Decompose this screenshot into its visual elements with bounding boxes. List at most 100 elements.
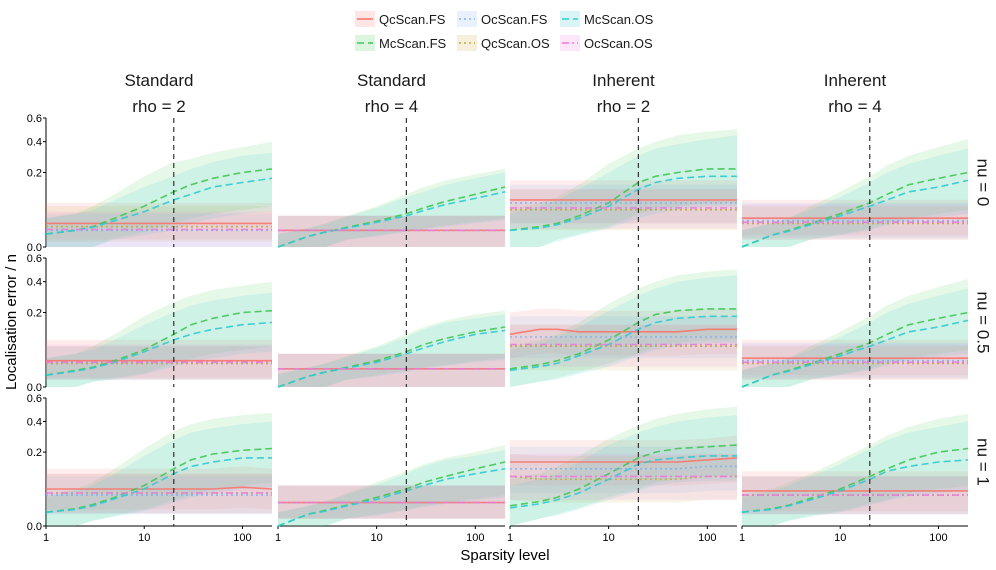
column-strip-bottom: rho = 4: [828, 97, 881, 116]
series-line: [509, 175, 737, 232]
confidence-band: [46, 421, 272, 526]
series-line: [741, 179, 969, 248]
series-line: [46, 486, 273, 490]
series-line: [45, 321, 273, 376]
confidence-band: [510, 189, 737, 229]
confidence-band: [46, 344, 272, 380]
y-tick-label: 0.0: [27, 242, 42, 254]
confidence-band: [742, 476, 968, 515]
y-tick-label: 0.2: [27, 168, 42, 180]
row-strip: nu = 0.5: [974, 292, 993, 354]
confidence-band: [278, 353, 505, 387]
series-line: [509, 455, 737, 509]
series-line: [509, 444, 738, 507]
y-tick-label: 0.4: [27, 416, 42, 428]
confidence-band: [278, 353, 505, 387]
series-line: [509, 328, 737, 336]
series-line: [45, 447, 273, 513]
confidence-band: [278, 353, 505, 387]
panel: 0.0 0.2 0.4 0.6 1 10 100: [27, 393, 273, 544]
x-tick-label: 10: [834, 532, 846, 544]
confidence-band: [278, 215, 505, 247]
column-strip-top: Inherent: [592, 71, 655, 90]
x-tick-label: 10: [138, 532, 150, 544]
confidence-band: [278, 450, 505, 526]
series-line: [277, 461, 506, 527]
series-line: [741, 171, 969, 248]
x-tick-label: 100: [929, 532, 947, 544]
legend-key-band: [355, 35, 375, 51]
panel: 1 10 100: [275, 398, 506, 544]
x-axis-label: Sparsity level: [460, 547, 549, 564]
row-strip: nu = 0: [974, 159, 993, 207]
confidence-band: [278, 445, 505, 526]
confidence-band: [46, 339, 272, 378]
column-strip-top: Standard: [357, 71, 426, 90]
confidence-band: [742, 204, 968, 240]
x-tick-label: 100: [466, 532, 484, 544]
legend-label: QcScan.OS: [481, 36, 550, 51]
panels-grid: Standard rho = 2 Standard rho = 4 Inherent rh…: [27, 71, 993, 544]
y-axis-label: Localisation error / n: [3, 254, 20, 390]
series-line: [509, 308, 737, 370]
y-tick-label: 0.0: [27, 521, 42, 533]
x-tick-label: 1: [507, 532, 513, 544]
confidence-band: [742, 421, 968, 526]
x-tick-label: 1: [43, 532, 49, 544]
x-tick-label: 100: [233, 532, 251, 544]
confidence-band: [46, 213, 272, 247]
y-tick-label: 0.4: [27, 277, 42, 289]
panel: [277, 118, 506, 248]
panel: 1 10 100: [507, 398, 738, 544]
confidence-band: [510, 129, 737, 247]
series-line: [741, 459, 969, 513]
confidence-band: [510, 415, 737, 526]
y-tick-label: 0.4: [27, 137, 42, 149]
confidence-band: [278, 168, 505, 247]
confidence-band: [46, 466, 272, 510]
series-line: [277, 468, 506, 527]
x-tick-label: 10: [371, 532, 383, 544]
panel: 0.0 0.2 0.4 0.6: [27, 253, 273, 394]
confidence-band: [278, 353, 505, 387]
column-strip-top: Inherent: [824, 71, 887, 90]
confidence-band: [46, 346, 272, 380]
column-strip-bottom: rho = 4: [365, 97, 418, 116]
panel: 0.0 0.2 0.4 0.6: [27, 113, 273, 254]
series-line: [45, 177, 273, 235]
column-strip-bottom: rho = 2: [132, 97, 185, 116]
confidence-band: [510, 184, 737, 224]
column-strip-bottom: rho = 2: [597, 97, 650, 116]
confidence-band: [510, 135, 737, 247]
confidence-band: [46, 412, 272, 526]
y-tick-label: 0.6: [27, 113, 42, 125]
legend-label: McScan.OS: [584, 12, 654, 27]
series-line: [509, 168, 737, 232]
y-tick-label: 0.0: [27, 382, 42, 394]
x-tick-label: 100: [698, 532, 716, 544]
series-line: [277, 329, 506, 388]
confidence-band: [742, 206, 968, 240]
series-line: [45, 457, 272, 513]
confidence-band: [510, 324, 737, 371]
confidence-band: [278, 215, 505, 247]
confidence-band: [742, 476, 968, 515]
legend-label: OcScan.FS: [481, 12, 548, 27]
series-line: [277, 186, 506, 248]
panel: [509, 258, 737, 387]
legend-key-band: [457, 35, 477, 51]
confidence-band: [510, 324, 737, 367]
panel: 1 10 100: [739, 398, 969, 544]
confidence-band: [278, 172, 505, 247]
row-strip: nu = 1: [974, 438, 993, 486]
confidence-band: [742, 346, 968, 380]
legend-label: McScan.FS: [379, 36, 447, 51]
x-tick-label: 1: [739, 532, 745, 544]
confidence-band: [278, 310, 505, 387]
series-line: [741, 319, 969, 388]
series-line: [510, 457, 738, 463]
y-tick-label: 0.6: [27, 393, 42, 405]
panel: [741, 258, 969, 388]
legend-key-band: [560, 35, 580, 51]
